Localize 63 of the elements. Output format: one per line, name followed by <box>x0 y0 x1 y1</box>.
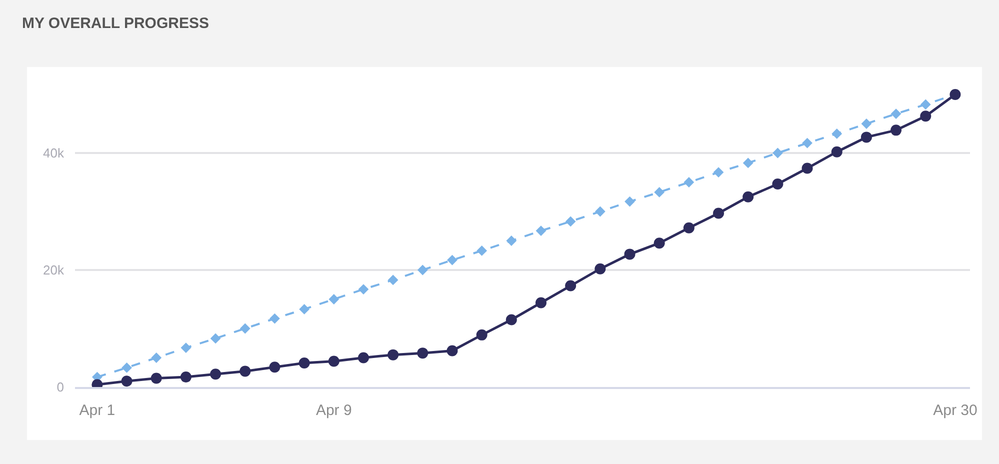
point <box>860 132 872 143</box>
point <box>594 206 606 217</box>
point <box>269 362 280 373</box>
point <box>328 294 340 304</box>
point <box>594 263 606 274</box>
point <box>772 148 783 158</box>
chart-title: MY OVERALL PROGRESS <box>22 15 209 32</box>
point <box>121 376 132 387</box>
point <box>920 110 932 122</box>
point <box>890 124 902 136</box>
point <box>270 313 280 324</box>
point <box>328 356 340 367</box>
point <box>417 264 428 276</box>
point <box>417 348 428 359</box>
point <box>506 236 517 246</box>
point <box>210 333 221 344</box>
point <box>506 314 517 326</box>
point <box>920 99 931 110</box>
point <box>180 342 192 353</box>
point <box>713 167 724 178</box>
point <box>536 226 546 236</box>
point <box>654 238 665 249</box>
point <box>476 329 488 340</box>
x-tick-label: Apr 9 <box>316 402 352 419</box>
point <box>654 186 665 198</box>
x-tick-label: Apr 1 <box>79 402 116 419</box>
point <box>832 128 842 139</box>
point <box>742 158 754 168</box>
point <box>861 118 872 129</box>
point <box>358 352 369 364</box>
point <box>358 284 369 294</box>
point <box>535 297 546 308</box>
point <box>802 162 813 174</box>
y-tick-label: 20k <box>43 262 64 278</box>
point <box>713 208 724 219</box>
point <box>684 177 694 188</box>
point <box>624 248 636 260</box>
point <box>210 368 222 380</box>
point <box>298 358 310 369</box>
point <box>122 362 132 373</box>
point <box>565 216 576 227</box>
point <box>624 196 635 207</box>
point <box>683 222 694 234</box>
point <box>240 366 251 377</box>
point <box>772 178 784 190</box>
y-tick-label: 40k <box>43 146 64 161</box>
y-tick-label: 0 <box>56 380 64 395</box>
point <box>446 345 458 356</box>
point <box>388 274 398 286</box>
point <box>150 372 162 384</box>
point <box>299 304 310 314</box>
point <box>476 245 488 256</box>
point <box>180 372 192 383</box>
point <box>742 191 754 202</box>
point <box>565 280 576 292</box>
x-tick-label: Apr 30 <box>933 402 978 419</box>
point <box>388 349 399 360</box>
point <box>447 254 458 266</box>
point <box>240 323 250 334</box>
point <box>890 108 902 119</box>
point <box>151 352 162 363</box>
point <box>831 146 842 158</box>
point <box>802 138 812 148</box>
